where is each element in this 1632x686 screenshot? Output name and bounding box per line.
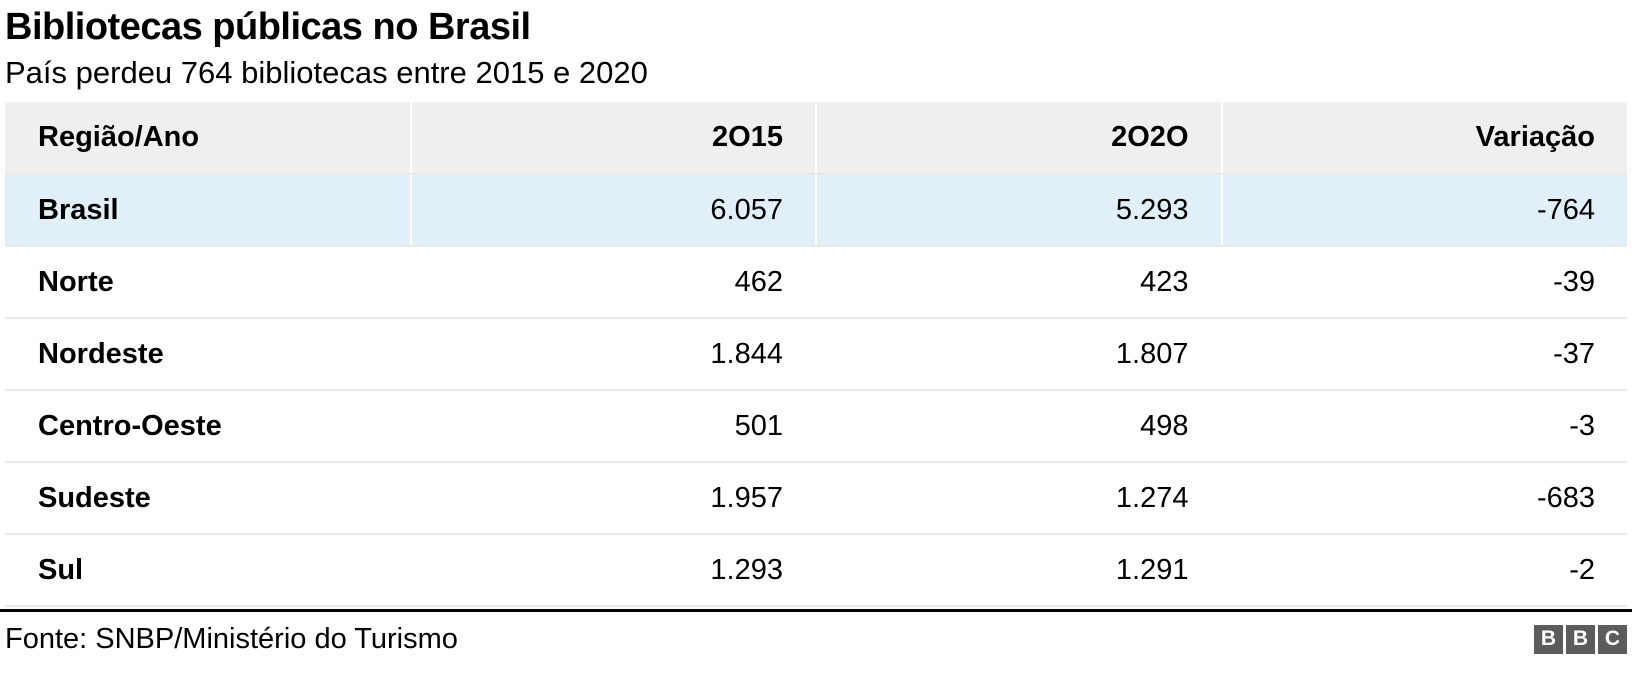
variation-cell: -39	[1220, 246, 1627, 319]
divider-rule	[0, 609, 1632, 612]
table-body: Brasil 6.057 5.293 -764 Norte 462 423 -3…	[5, 174, 1627, 607]
column-header-variation: Variação	[1220, 102, 1627, 175]
region-cell: Brasil	[5, 174, 411, 247]
infographic: Bibliotecas públicas no Brasil País perd…	[5, 6, 1627, 607]
bbc-logo: B B C	[1534, 624, 1627, 654]
value-2020-cell: 1.291	[815, 534, 1222, 607]
value-2015-cell: 462	[409, 246, 816, 319]
value-2020-cell: 1.274	[815, 462, 1222, 535]
footer: Fonte: SNBP/Ministério do Turismo B B C	[0, 612, 1632, 656]
value-2015-cell: 1.844	[409, 318, 816, 391]
column-header-region: Região/Ano	[5, 102, 411, 175]
region-cell: Sul	[5, 534, 411, 607]
page-title: Bibliotecas públicas no Brasil	[5, 6, 531, 48]
column-header-2015: 2O15	[409, 102, 816, 175]
table-header: Região/Ano 2O15 2O2O Variação	[5, 102, 1627, 175]
region-cell: Sudeste	[5, 462, 411, 535]
variation-cell: -37	[1220, 318, 1627, 391]
libraries-table: Região/Ano 2O15 2O2O Variação Brasil 6.0…	[5, 102, 1627, 607]
table-row-sudeste: Sudeste 1.957 1.274 -683	[5, 462, 1627, 535]
value-2020-cell: 498	[815, 390, 1222, 463]
table-row-sul: Sul 1.293 1.291 -2	[5, 534, 1627, 607]
page-subtitle: País perdeu 764 bibliotecas entre 2015 e…	[5, 55, 648, 90]
variation-cell: -764	[1220, 174, 1627, 247]
table-row-centro-oeste: Centro-Oeste 501 498 -3	[5, 390, 1627, 463]
value-2015-cell: 1.293	[409, 534, 816, 607]
table-row-nordeste: Nordeste 1.844 1.807 -37	[5, 318, 1627, 391]
bbc-logo-letter: C	[1598, 624, 1627, 654]
variation-cell: -3	[1220, 390, 1627, 463]
variation-cell: -2	[1220, 534, 1627, 607]
bbc-logo-letter: B	[1534, 624, 1563, 654]
value-2020-cell: 1.807	[815, 318, 1222, 391]
value-2015-cell: 6.057	[409, 174, 816, 247]
region-cell: Norte	[5, 246, 411, 319]
bbc-logo-letter: B	[1566, 624, 1595, 654]
value-2020-cell: 423	[815, 246, 1222, 319]
value-2015-cell: 1.957	[409, 462, 816, 535]
table-row-norte: Norte 462 423 -39	[5, 246, 1627, 319]
region-cell: Nordeste	[5, 318, 411, 391]
source-credit: Fonte: SNBP/Ministério do Turismo	[5, 623, 458, 655]
column-header-2020: 2O2O	[815, 102, 1222, 175]
value-2015-cell: 501	[409, 390, 816, 463]
region-cell: Centro-Oeste	[5, 390, 411, 463]
table-header-row: Região/Ano 2O15 2O2O Variação	[5, 102, 1627, 175]
value-2020-cell: 5.293	[815, 174, 1222, 247]
table-row-brasil: Brasil 6.057 5.293 -764	[5, 174, 1627, 247]
variation-cell: -683	[1220, 462, 1627, 535]
